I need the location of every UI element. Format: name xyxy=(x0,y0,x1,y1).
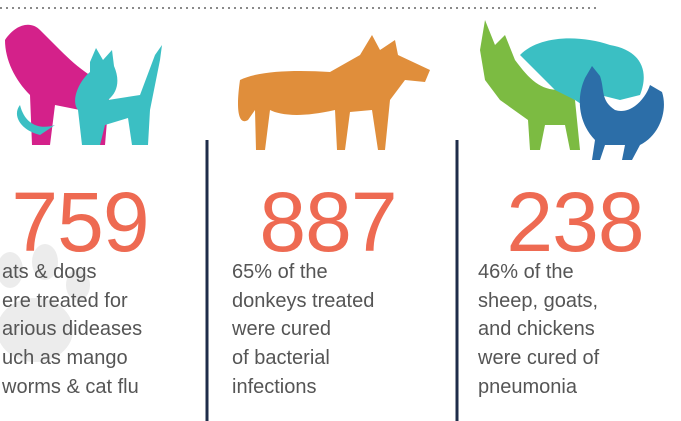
text-line: sheep, goats, xyxy=(478,287,599,316)
text-line: worms & cat flu xyxy=(2,373,142,402)
text-line: infections xyxy=(232,373,374,402)
text-line: ats & dogs xyxy=(2,258,142,287)
text-line: donkeys treated xyxy=(232,287,374,316)
infographic: 759 887 238 ats & dogsere treated forari… xyxy=(0,0,681,421)
text-line: pneumonia xyxy=(478,373,599,402)
text-line: were cured of xyxy=(478,344,599,373)
text-line: uch as mango xyxy=(2,344,142,373)
text-line: of bacterial xyxy=(232,344,374,373)
stat-number: 759 xyxy=(0,180,160,264)
text-line: and chickens xyxy=(478,315,599,344)
text-line: 65% of the xyxy=(232,258,374,287)
text-line: were cured xyxy=(232,315,374,344)
stat-number: 887 xyxy=(248,180,408,264)
text-line: ere treated for xyxy=(2,287,142,316)
donkey xyxy=(238,35,430,150)
text-line: 46% of the xyxy=(478,258,599,287)
text-line: arious dideases xyxy=(2,315,142,344)
stat-number: 238 xyxy=(495,180,655,264)
